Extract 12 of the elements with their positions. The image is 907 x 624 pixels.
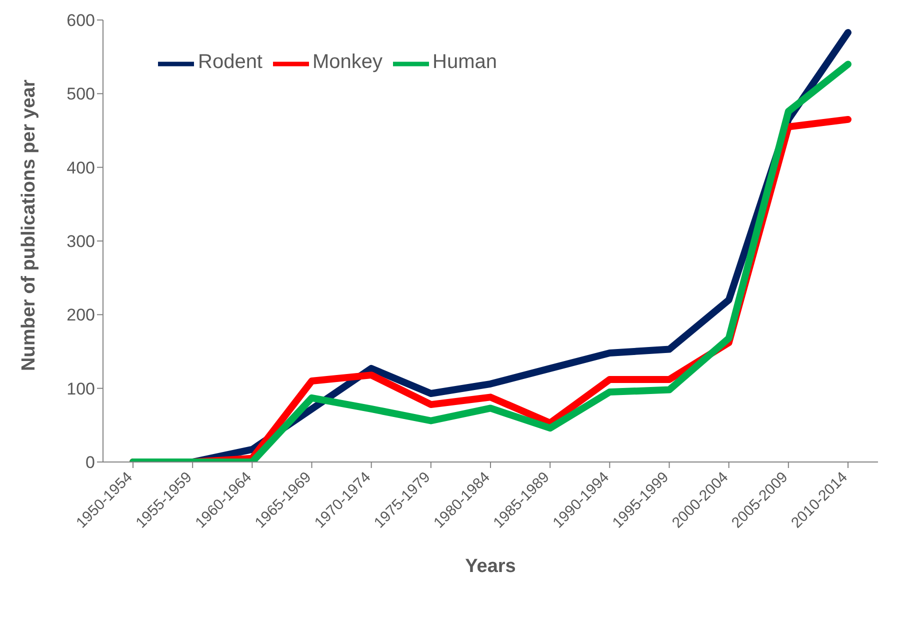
y-tick-label: 200 (66, 306, 95, 325)
y-tick-label: 300 (66, 232, 95, 252)
legend-label: Rodent (198, 51, 262, 74)
legend-label: Human (432, 51, 498, 74)
x-axis-title: Years (465, 556, 516, 577)
y-tick-label: 500 (66, 84, 95, 104)
y-axis-title: Number of publications per year (18, 79, 40, 371)
y-tick-label: 400 (66, 158, 95, 178)
y-tick-label: 0 (86, 453, 95, 472)
legend-label: Monkey (312, 51, 383, 74)
y-tick-label: 100 (66, 379, 95, 398)
y-tick-label: 600 (66, 11, 95, 30)
